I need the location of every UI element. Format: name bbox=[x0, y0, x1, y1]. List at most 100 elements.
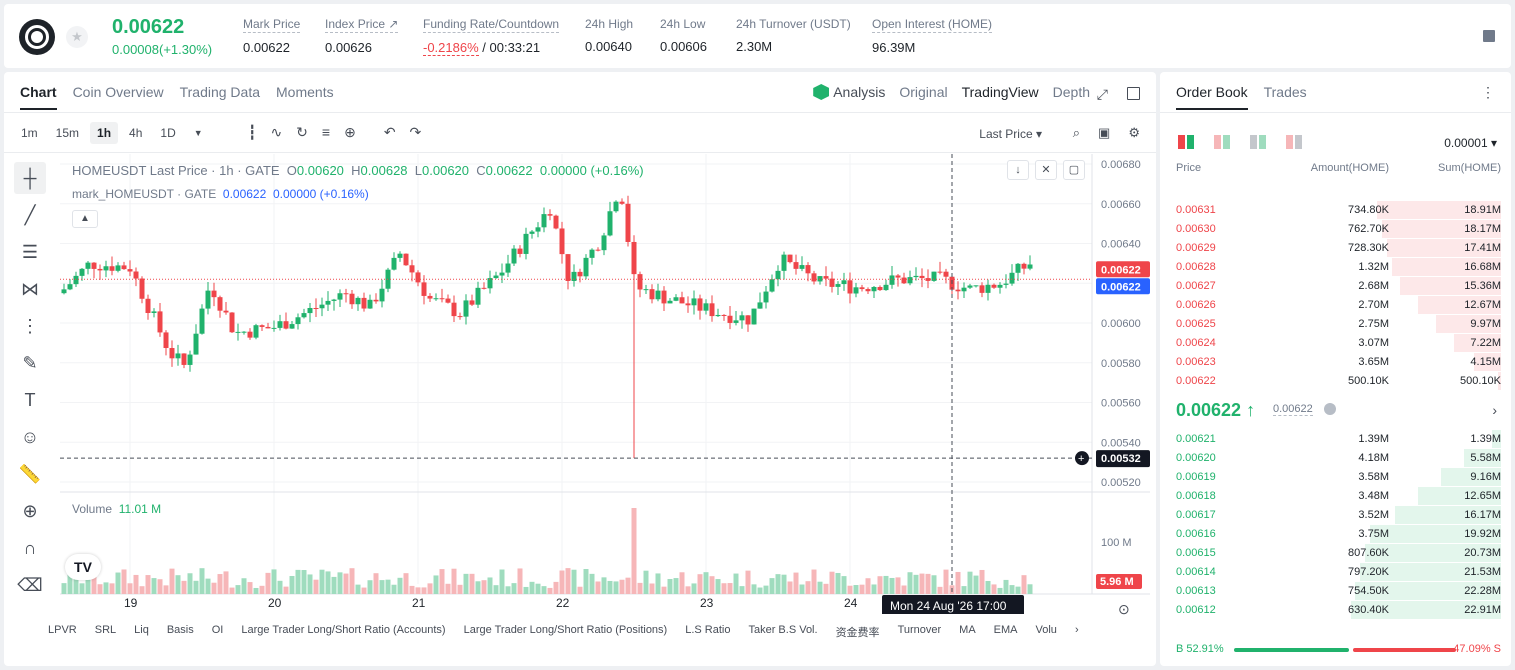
view-tradingview[interactable]: TradingView bbox=[961, 84, 1039, 100]
mid-mark-price[interactable]: 0.00622 bbox=[1273, 403, 1313, 416]
analysis-button[interactable]: Analysis bbox=[813, 84, 885, 100]
interval-4h[interactable]: 4h bbox=[129, 126, 143, 140]
ask-row[interactable]: 0.00625 2.75M 9.97M bbox=[1160, 314, 1511, 333]
favorite-star-icon[interactable]: ★ bbox=[66, 26, 88, 48]
add-indicator-icon[interactable]: ⊕ bbox=[344, 124, 356, 140]
ask-row[interactable]: 0.00627 2.68M 15.36M bbox=[1160, 276, 1511, 295]
ask-row[interactable]: 0.00622 500.10K 500.10K bbox=[1160, 371, 1511, 390]
indicator-tab[interactable]: Liq bbox=[134, 624, 149, 636]
trend-line-icon[interactable]: ╱ bbox=[24, 204, 36, 225]
search-icon[interactable]: ⌕ bbox=[1072, 125, 1081, 140]
ruler-icon[interactable]: 📏 bbox=[18, 463, 42, 484]
settings-gear-icon[interactable]: ⚙ bbox=[1128, 125, 1140, 140]
indicator-tab[interactable]: 资金费率 bbox=[835, 627, 880, 639]
bid-row[interactable]: 0.00618 3.48M 12.65M bbox=[1160, 486, 1511, 505]
volume-bar bbox=[349, 568, 355, 594]
interval-dropdown-icon[interactable]: ▼ bbox=[193, 128, 203, 138]
redo-icon[interactable]: ↷ bbox=[409, 124, 422, 140]
interval-15m[interactable]: 15m bbox=[55, 126, 80, 140]
tab-order-book[interactable]: Order Book bbox=[1176, 84, 1248, 110]
replay-icon[interactable]: ↻ bbox=[296, 124, 308, 140]
axis-settings-icon[interactable]: ⊙ bbox=[1118, 601, 1130, 617]
window-mode-icon[interactable] bbox=[1127, 87, 1140, 100]
stat-label[interactable]: Funding Rate/Countdown bbox=[423, 17, 560, 33]
crosshair-icon[interactable]: ┼ bbox=[14, 162, 46, 194]
fib-icon[interactable]: ⋮ bbox=[21, 315, 39, 336]
eraser-icon[interactable]: ⌫ bbox=[17, 574, 43, 595]
ask-row[interactable]: 0.00630 762.70K 18.17M bbox=[1160, 219, 1511, 238]
ask-row[interactable]: 0.00629 728.30K 17.41M bbox=[1160, 238, 1511, 257]
indicators-icon[interactable]: ∿ bbox=[270, 124, 283, 140]
stat-label[interactable]: Mark Price bbox=[243, 17, 301, 33]
mode-both-icon[interactable] bbox=[1178, 135, 1194, 149]
candle-type-icon[interactable]: ┇ bbox=[248, 124, 257, 140]
screenshot-icon[interactable]: ▣ bbox=[1098, 125, 1111, 140]
mode-bids-icon[interactable] bbox=[1250, 135, 1266, 149]
mode-asks-icon[interactable] bbox=[1286, 135, 1302, 149]
tab-chart[interactable]: Chart bbox=[20, 84, 57, 110]
interval-1m[interactable]: 1m bbox=[21, 126, 38, 140]
indicator-tab[interactable]: LPVR bbox=[48, 624, 77, 636]
zoom-in-icon[interactable]: ⊕ bbox=[22, 500, 38, 521]
ask-sum: 7.22M bbox=[1470, 337, 1501, 349]
tradingview-logo-icon[interactable]: TV bbox=[65, 554, 101, 580]
indicator-tab[interactable]: MA bbox=[959, 624, 976, 636]
tab-moments[interactable]: Moments bbox=[276, 84, 334, 100]
ask-row[interactable]: 0.00626 2.70M 12.67M bbox=[1160, 295, 1511, 314]
indicator-tab[interactable]: L.S Ratio bbox=[685, 624, 731, 636]
indicator-tab[interactable]: Large Trader Long/Short Ratio (Positions… bbox=[463, 624, 668, 636]
interval-1h[interactable]: 1h bbox=[90, 122, 119, 144]
bid-row[interactable]: 0.00620 4.18M 5.58M bbox=[1160, 448, 1511, 467]
undo-icon[interactable]: ↶ bbox=[383, 124, 396, 140]
indicator-tab[interactable]: Taker B.S Vol. bbox=[748, 624, 818, 636]
tab-coin-overview[interactable]: Coin Overview bbox=[72, 84, 164, 100]
ask-row[interactable]: 0.00631 734.80K 18.91M bbox=[1160, 200, 1511, 219]
interval-1d[interactable]: 1D bbox=[160, 126, 176, 140]
indicator-tab[interactable]: EMA bbox=[993, 624, 1018, 636]
brush-icon[interactable]: ✎ bbox=[22, 352, 38, 373]
bid-row[interactable]: 0.00621 1.39M 1.39M bbox=[1160, 429, 1511, 448]
collapse-x-icon[interactable]: ✕ bbox=[1035, 160, 1057, 180]
indicator-tab[interactable]: Volu bbox=[1035, 624, 1057, 636]
fullscreen-icon[interactable]: ⤢ bbox=[1096, 86, 1108, 102]
bid-row[interactable]: 0.00614 797.20K 21.53M bbox=[1160, 562, 1511, 581]
indicator-tab[interactable]: Turnover bbox=[897, 624, 942, 636]
bid-row[interactable]: 0.00616 3.75M 19.92M bbox=[1160, 524, 1511, 543]
indicator-tab[interactable]: OI bbox=[211, 624, 224, 636]
guide-book-icon[interactable] bbox=[1483, 30, 1495, 42]
collapse-legend-icon[interactable]: ▲ bbox=[72, 210, 98, 228]
maximize-icon[interactable]: ▢ bbox=[1063, 160, 1085, 180]
stat-label[interactable]: Index Price ↗ bbox=[325, 17, 399, 33]
text-tool-icon[interactable]: T bbox=[24, 389, 36, 410]
ask-row[interactable]: 0.00623 3.65M 4.15M bbox=[1160, 352, 1511, 371]
bid-row[interactable]: 0.00615 807.60K 20.73M bbox=[1160, 543, 1511, 562]
view-depth[interactable]: Depth bbox=[1052, 84, 1090, 100]
tab-trading-data[interactable]: Trading Data bbox=[179, 84, 261, 100]
view-original[interactable]: Original bbox=[899, 84, 948, 100]
bid-row[interactable]: 0.00612 630.40K 22.91M bbox=[1160, 600, 1511, 619]
template-icon[interactable]: ≡ bbox=[321, 124, 331, 140]
tab-trades[interactable]: Trades bbox=[1263, 84, 1307, 100]
indicator-tab[interactable]: Basis bbox=[166, 624, 194, 636]
indicator-tab[interactable]: SRL bbox=[94, 624, 117, 636]
bid-row[interactable]: 0.00617 3.52M 16.17M bbox=[1160, 505, 1511, 524]
bid-row[interactable]: 0.00613 754.50K 22.28M bbox=[1160, 581, 1511, 600]
chevron-right-icon[interactable]: › bbox=[1074, 624, 1079, 636]
indicator-tab[interactable]: Large Trader Long/Short Ratio (Accounts) bbox=[241, 624, 446, 636]
bid-row[interactable]: 0.00619 3.58M 9.16M bbox=[1160, 467, 1511, 486]
mode-both-alt-icon[interactable] bbox=[1214, 135, 1230, 149]
ask-row[interactable]: 0.00624 3.07M 7.22M bbox=[1160, 333, 1511, 352]
price-type-select[interactable]: Last Price ▾ bbox=[979, 127, 1042, 141]
emoji-icon[interactable]: ☺ bbox=[20, 426, 40, 447]
pattern-icon[interactable]: ⋈ bbox=[21, 278, 39, 299]
horizontal-lines-icon[interactable]: ☰ bbox=[21, 241, 39, 262]
magnet-icon[interactable]: ∩ bbox=[23, 537, 37, 558]
candle-body bbox=[481, 287, 487, 289]
stat-label[interactable]: Open Interest (HOME) bbox=[872, 17, 993, 33]
ask-row[interactable]: 0.00628 1.32M 16.68M bbox=[1160, 257, 1511, 276]
precision-select[interactable]: 0.00001 ▾ bbox=[1444, 136, 1497, 150]
more-options-icon[interactable]: ⋮ bbox=[1481, 84, 1495, 100]
chevron-right-icon[interactable]: › bbox=[1492, 402, 1497, 418]
scroll-down-icon[interactable]: ↓ bbox=[1007, 160, 1029, 180]
candlestick-chart[interactable]: 0.00680 0.00660 0.00640 0.00620 0.00600 0.005… bbox=[60, 154, 1150, 614]
